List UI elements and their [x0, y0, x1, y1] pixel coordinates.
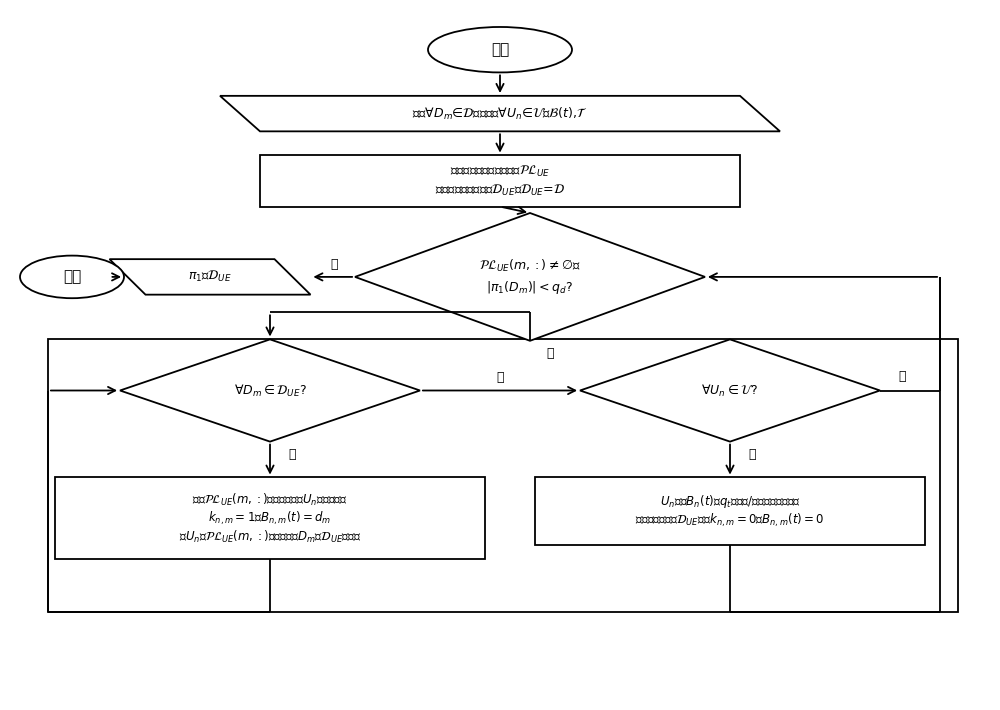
Polygon shape — [220, 96, 780, 131]
Text: 建立用户侧匹配偏好列表$\mathcal{PL}_{UE}$: 建立用户侧匹配偏好列表$\mathcal{PL}_{UE}$ — [450, 164, 550, 180]
Text: 用户∀$D_m$∈$\mathcal{D}$，无人机∀$U_n$∈$\mathcal{U}$，$\mathcal{B}(t)$,$\mathcal{T}$: 用户∀$D_m$∈$\mathcal{D}$，无人机∀$U_n$∈$\mathc… — [412, 106, 588, 121]
Text: 否: 否 — [288, 448, 296, 461]
Text: $|\pi_1(D_m)|<q_d$?: $|\pi_1(D_m)|<q_d$? — [486, 279, 574, 296]
Text: 是: 是 — [898, 370, 906, 383]
Text: 选取$\mathcal{PL}_{UE}(m,:)$中最高效用值$U_n$的接入请求: 选取$\mathcal{PL}_{UE}(m,:)$中最高效用值$U_n$的接入… — [192, 492, 348, 508]
Text: $U_n$根据$B_n(t)$及$q_t$，接受/拒绝用户接入请求: $U_n$根据$B_n(t)$及$q_t$，接受/拒绝用户接入请求 — [660, 493, 800, 510]
Text: 建立未匹配用户列表$\mathcal{D}_{UE}$，$\mathcal{D}_{UE}$=$\mathcal{D}$: 建立未匹配用户列表$\mathcal{D}_{UE}$，$\mathcal{D}… — [435, 182, 565, 198]
Text: $\mathcal{PL}_{UE}(m,:)\neq\varnothing$，: $\mathcal{PL}_{UE}(m,:)\neq\varnothing$， — [479, 258, 581, 274]
Text: 开始: 开始 — [491, 42, 509, 58]
Bar — [48, 339, 958, 612]
Text: 否: 否 — [330, 258, 338, 271]
Text: ∀$D_m\in\mathcal{D}_{UE}$?: ∀$D_m\in\mathcal{D}_{UE}$? — [234, 383, 306, 398]
Bar — [55, 477, 485, 559]
Polygon shape — [120, 339, 420, 442]
Bar — [260, 155, 740, 207]
Text: $k_{n,m}=1$，$B_{n,m}(t)=d_m$: $k_{n,m}=1$，$B_{n,m}(t)=d_m$ — [208, 510, 332, 527]
Polygon shape — [110, 259, 310, 295]
Ellipse shape — [20, 256, 124, 298]
Bar — [535, 478, 925, 545]
Text: ∀$U_n\in\mathcal{U}$?: ∀$U_n\in\mathcal{U}$? — [701, 383, 759, 398]
Text: 结束: 结束 — [63, 269, 81, 285]
Text: 是: 是 — [546, 347, 554, 360]
Text: 是: 是 — [496, 371, 504, 384]
Polygon shape — [580, 339, 880, 442]
Text: 否: 否 — [748, 448, 756, 461]
Text: 将$U_n$从$\mathcal{PL}_{UE}(m,:)$中移除；将$D_m$从$\mathcal{D}_{UE}$中移除: 将$U_n$从$\mathcal{PL}_{UE}(m,:)$中移除；将$D_m… — [179, 529, 361, 545]
Text: $\pi_1$，$\mathcal{D}_{UE}$: $\pi_1$，$\mathcal{D}_{UE}$ — [188, 269, 232, 285]
Text: 将拒绝用户放入$\mathcal{D}_{UE}$中，$k_{n,m}=0$，$B_{n,m}(t)=0$: 将拒绝用户放入$\mathcal{D}_{UE}$中，$k_{n,m}=0$，$… — [635, 512, 825, 529]
Polygon shape — [355, 213, 705, 341]
Ellipse shape — [428, 27, 572, 72]
